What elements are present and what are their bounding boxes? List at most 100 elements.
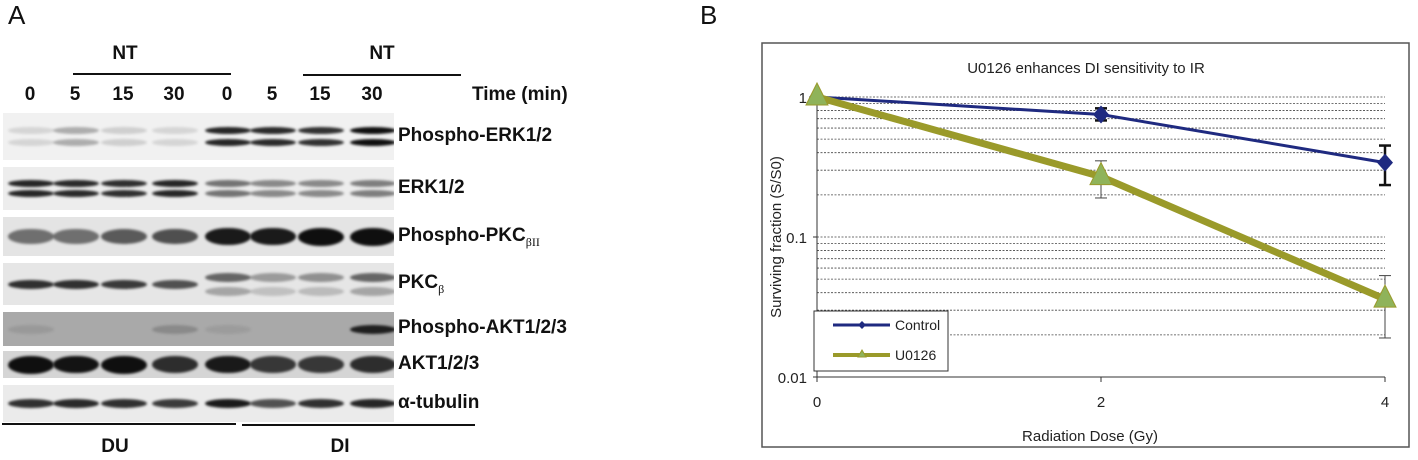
- lane-label: 30: [163, 84, 185, 105]
- protein-band: [250, 227, 296, 246]
- protein-band: [8, 324, 54, 334]
- protein-band: [205, 324, 251, 334]
- blot-label-text: Phospho-AKT1/2/3: [398, 317, 567, 338]
- protein-band: [350, 179, 394, 187]
- protein-band: [152, 399, 198, 408]
- protein-band: [152, 279, 198, 289]
- protein-band: [205, 138, 251, 146]
- protein-band: [298, 190, 344, 198]
- protein-band: [53, 399, 99, 408]
- nt-bracket-du: [73, 73, 231, 75]
- protein-band: [350, 227, 394, 246]
- lane-label: 5: [266, 84, 278, 105]
- protein-band: [8, 355, 54, 374]
- x-tick-label: 0: [813, 394, 821, 411]
- panel-b-letter: B: [700, 0, 718, 30]
- protein-band: [53, 179, 99, 187]
- y-axis-label: Surviving fraction (S/S0): [768, 156, 785, 318]
- protein-band: [152, 324, 198, 334]
- cell-line-di: DI: [330, 436, 350, 457]
- blot-label: α-tubulin: [398, 392, 479, 414]
- protein-band: [152, 138, 198, 146]
- blot-label: PKCβ: [398, 272, 444, 297]
- protein-band: [298, 356, 344, 373]
- protein-band: [205, 179, 251, 187]
- protein-band: [350, 127, 394, 135]
- blot-label-subscript: βII: [525, 234, 540, 249]
- nt-label-du: NT: [112, 43, 138, 64]
- blot-strip: [3, 385, 394, 422]
- x-tick-label: 2: [1097, 394, 1105, 411]
- blot-strip: [3, 217, 394, 256]
- protein-band: [350, 273, 394, 283]
- protein-band: [205, 399, 251, 408]
- data-point: [1093, 105, 1109, 124]
- protein-band: [8, 138, 54, 146]
- data-point: [1373, 283, 1397, 308]
- blot-label-text: α-tubulin: [398, 391, 480, 413]
- protein-band: [250, 399, 296, 408]
- blot-label-text: Phospho-PKC: [398, 224, 526, 246]
- blot-strip: [3, 312, 394, 346]
- protein-band: [298, 138, 344, 146]
- lane-label: 15: [112, 84, 134, 105]
- data-point: [1377, 153, 1393, 172]
- protein-band: [8, 127, 54, 135]
- y-tick-label: 0.01: [778, 370, 807, 387]
- blot-label: Phospho-ERK1/2: [398, 125, 552, 147]
- lane-label: 5: [69, 84, 81, 105]
- protein-band: [101, 355, 147, 374]
- protein-band: [53, 190, 99, 198]
- protein-band: [250, 138, 296, 146]
- legend-u0126-label: U0126: [895, 347, 936, 363]
- data-point: [805, 81, 829, 106]
- protein-band: [205, 127, 251, 135]
- protein-band: [350, 324, 394, 334]
- protein-band: [101, 127, 147, 135]
- legend-control-marker: [858, 321, 866, 329]
- protein-band: [152, 228, 198, 245]
- protein-band: [205, 287, 251, 297]
- protein-band: [205, 190, 251, 198]
- x-tick-label: 4: [1381, 394, 1389, 411]
- protein-band: [350, 356, 394, 373]
- series-u0126: [805, 81, 1397, 339]
- protein-band: [350, 138, 394, 146]
- protein-band: [250, 273, 296, 283]
- protein-band: [350, 399, 394, 408]
- blot-label: Phospho-PKCβII: [398, 225, 540, 250]
- y-tick-label: 0.1: [786, 230, 807, 247]
- protein-band: [152, 190, 198, 198]
- protein-band: [53, 138, 99, 146]
- legend-u0126-marker: [857, 348, 867, 358]
- x-axis-label: Radiation Dose (Gy): [1022, 428, 1158, 445]
- panel-a-letter: A: [8, 0, 26, 30]
- protein-band: [8, 229, 54, 244]
- protein-band: [8, 399, 54, 408]
- nt-label-di: NT: [369, 43, 395, 64]
- blot-label: ERK1/2: [398, 177, 465, 199]
- protein-band: [152, 127, 198, 135]
- protein-band: [250, 287, 296, 297]
- protein-band: [8, 179, 54, 187]
- protein-band: [8, 190, 54, 198]
- time-axis-label: Time (min): [472, 84, 568, 105]
- blot-label-text: PKC: [398, 272, 439, 293]
- lane-label: 30: [361, 84, 383, 105]
- protein-band: [250, 127, 296, 135]
- blot-label: AKT1/2/3: [398, 353, 479, 375]
- protein-band: [350, 190, 394, 198]
- protein-band: [298, 227, 344, 246]
- chart-title: U0126 enhances DI sensitivity to IR: [967, 60, 1205, 77]
- protein-band: [250, 356, 296, 373]
- protein-band: [298, 179, 344, 187]
- protein-band: [152, 179, 198, 187]
- cell-line-du: DU: [101, 436, 129, 457]
- protein-band: [101, 179, 147, 187]
- legend-control-label: Control: [895, 317, 940, 333]
- data-point: [1089, 161, 1113, 186]
- blot-label-text: AKT1/2/3: [398, 352, 480, 374]
- blot-label-text: ERK1/2: [398, 176, 465, 198]
- protein-band: [101, 190, 147, 198]
